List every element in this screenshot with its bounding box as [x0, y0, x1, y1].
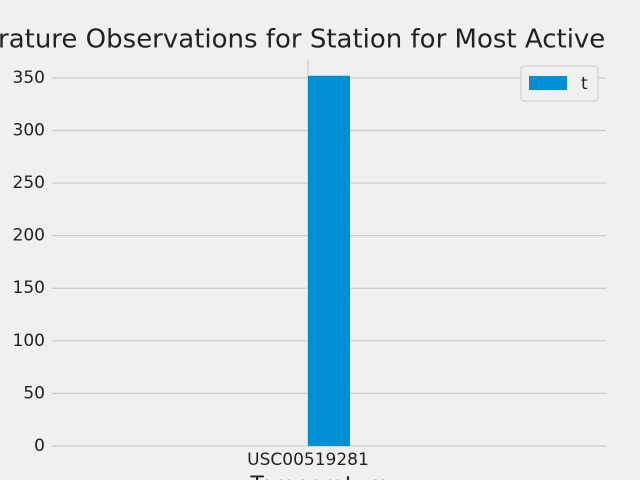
legend-swatch — [529, 76, 567, 90]
y-tick-label: 350 — [13, 68, 45, 88]
x-tick-label: USC00519281 — [247, 450, 369, 470]
x-axis-label: Temperature — [249, 473, 389, 480]
y-tick-label: 200 — [13, 226, 45, 246]
y-tick-label: 150 — [13, 278, 45, 298]
chart-title: rature Observations for Station for Most… — [0, 25, 605, 55]
legend-label: t — [581, 74, 588, 94]
y-tick-label: 250 — [13, 173, 45, 193]
y-tick-label: 100 — [13, 331, 45, 351]
y-tick-label: 0 — [34, 436, 45, 456]
y-tick-label: 300 — [13, 120, 45, 140]
bar — [308, 75, 350, 447]
y-tick-label: 50 — [23, 383, 45, 403]
